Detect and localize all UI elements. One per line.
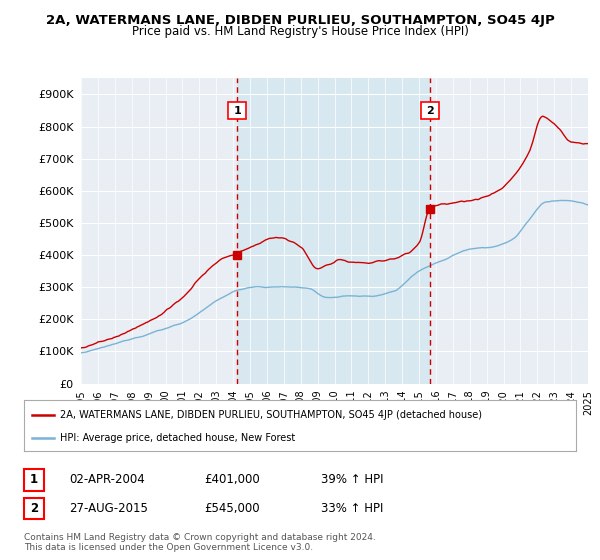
Text: £545,000: £545,000 <box>204 502 260 515</box>
Text: 39% ↑ HPI: 39% ↑ HPI <box>321 473 383 487</box>
Text: 02-APR-2004: 02-APR-2004 <box>69 473 145 487</box>
Text: 33% ↑ HPI: 33% ↑ HPI <box>321 502 383 515</box>
Text: £401,000: £401,000 <box>204 473 260 487</box>
Text: Contains HM Land Registry data © Crown copyright and database right 2024.: Contains HM Land Registry data © Crown c… <box>24 533 376 542</box>
Text: 1: 1 <box>233 106 241 116</box>
Text: HPI: Average price, detached house, New Forest: HPI: Average price, detached house, New … <box>60 433 295 443</box>
Text: 1: 1 <box>30 473 38 487</box>
Text: 2: 2 <box>30 502 38 515</box>
Bar <box>238 78 430 384</box>
Text: Price paid vs. HM Land Registry's House Price Index (HPI): Price paid vs. HM Land Registry's House … <box>131 25 469 38</box>
Text: 2: 2 <box>426 106 434 116</box>
Text: 2A, WATERMANS LANE, DIBDEN PURLIEU, SOUTHAMPTON, SO45 4JP: 2A, WATERMANS LANE, DIBDEN PURLIEU, SOUT… <box>46 14 554 27</box>
Text: This data is licensed under the Open Government Licence v3.0.: This data is licensed under the Open Gov… <box>24 543 313 552</box>
Text: 27-AUG-2015: 27-AUG-2015 <box>69 502 148 515</box>
Text: 2A, WATERMANS LANE, DIBDEN PURLIEU, SOUTHAMPTON, SO45 4JP (detached house): 2A, WATERMANS LANE, DIBDEN PURLIEU, SOUT… <box>60 409 482 419</box>
